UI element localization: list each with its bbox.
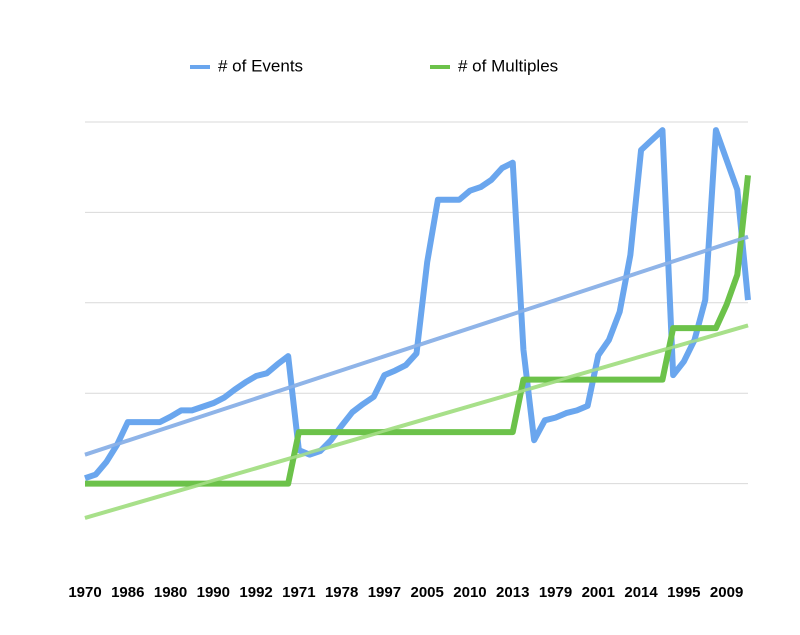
x-tick-label: 1980: [154, 584, 187, 601]
x-tick-label: 2010: [453, 584, 486, 601]
legend-label: # of Events: [218, 56, 303, 75]
x-tick-label: 1992: [239, 584, 272, 601]
x-tick-label: 1990: [197, 584, 230, 601]
x-tick-label: 2005: [411, 584, 444, 601]
series-line: [84, 127, 751, 482]
trend-line-overlay: [84, 235, 749, 457]
series-line: [85, 175, 751, 487]
x-tick-label: 1971: [282, 584, 315, 601]
x-tick-label: 1970: [68, 584, 101, 601]
x-tick-label: 1978: [325, 584, 358, 601]
legend-label: # of Multiples: [458, 56, 558, 75]
x-tick-label: 2013: [496, 584, 529, 601]
x-tick-label: 1997: [368, 584, 401, 601]
x-tick-label: 2014: [624, 584, 658, 601]
x-tick-label: 1995: [667, 584, 700, 601]
x-tick-label: 2009: [710, 584, 743, 601]
x-tick-label: 1979: [539, 584, 572, 601]
trend-line-overlay: [84, 323, 749, 520]
x-tick-label: 1986: [111, 584, 144, 601]
x-tick-label: 2001: [582, 584, 615, 601]
